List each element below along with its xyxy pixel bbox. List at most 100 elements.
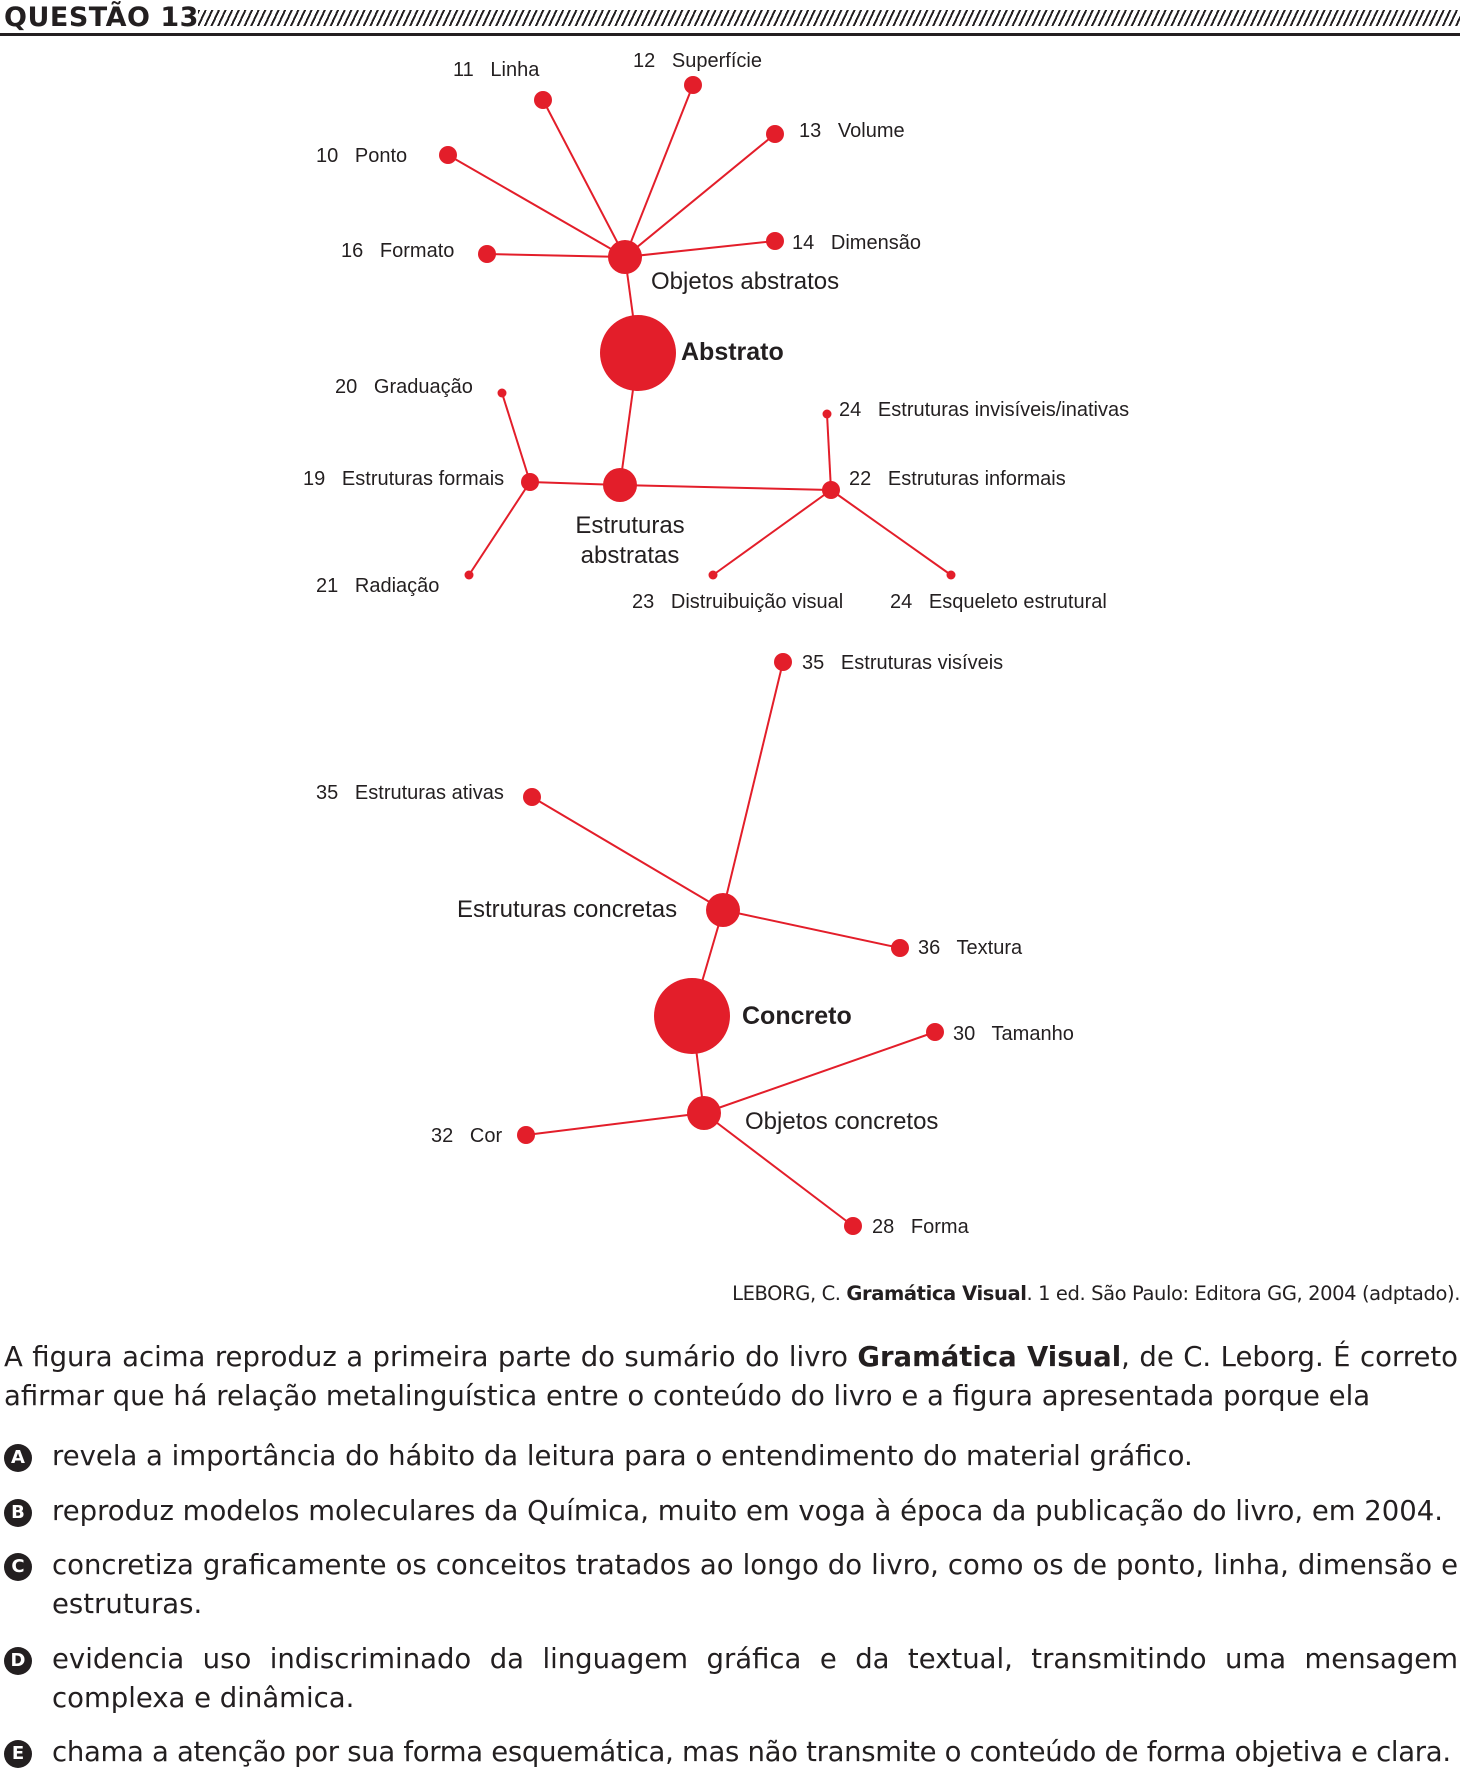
option-e-text: chama a atenção por sua forma esquemátic… — [52, 1736, 1451, 1768]
edge-esqueleto — [830, 489, 952, 576]
diagram-labels: 11 Linha 12 Superfície 10 Ponto 13 Volum… — [303, 50, 1129, 1238]
option-c-letter-badge: C — [4, 1553, 32, 1581]
label-tamanho: 30 Tamanho — [953, 1023, 1074, 1045]
label-dimensao: 14 Dimensão — [792, 232, 921, 254]
label-linha: 11 Linha — [453, 59, 540, 81]
edge-volume — [624, 133, 776, 258]
edge-textura — [722, 909, 901, 949]
node-radiacao — [464, 570, 474, 580]
node-invisiveis — [822, 409, 832, 419]
option-a-letter-badge: A — [4, 1444, 32, 1472]
label-estruturas-concretas: Estruturas concretas — [457, 896, 677, 923]
header-rule — [0, 33, 1460, 36]
option-b-text: reproduz modelos moleculares da Química,… — [52, 1495, 1443, 1527]
node-formato — [478, 245, 496, 263]
node-concreto — [654, 978, 730, 1054]
node-cor — [517, 1126, 535, 1144]
option-b[interactable]: B reproduz modelos moleculares da Químic… — [4, 1492, 1458, 1531]
label-radiacao: 21 Radiação — [316, 575, 439, 597]
source-suffix: . 1 ed. São Paulo: Editora GG, 2004 (adp… — [1026, 1282, 1460, 1305]
node-informais — [822, 481, 840, 499]
label-invisiveis: 24 Estruturas invisíveis/inativas — [839, 399, 1129, 421]
node-distribuicao — [708, 570, 718, 580]
option-d[interactable]: D evidencia uso indiscriminado da lingua… — [4, 1640, 1458, 1718]
concept-map-diagram: 11 Linha 12 Superfície 10 Ponto 13 Volum… — [303, 50, 1129, 1238]
edge-distribuicao — [712, 489, 832, 576]
edge-dimensao — [624, 240, 776, 258]
node-objetos-abstratos — [608, 240, 642, 274]
node-ativas — [523, 788, 541, 806]
label-superficie: 12 Superfície — [633, 50, 762, 72]
node-formais — [521, 473, 539, 491]
edge-tamanho — [703, 1031, 936, 1114]
option-d-text: evidencia uso indiscriminado da linguage… — [52, 1643, 1458, 1714]
node-forma — [844, 1217, 862, 1235]
node-dimensao — [766, 232, 784, 250]
label-ativas: 35 Estruturas ativas — [316, 782, 504, 804]
header-hatch-decoration — [198, 10, 1460, 26]
label-volume: 13 Volume — [799, 120, 905, 142]
edge-visiveis — [722, 661, 784, 911]
edge-ponto — [447, 154, 626, 258]
question-header: QUESTÃO 13 — [0, 0, 1460, 40]
option-c[interactable]: C concretiza graficamente os conceitos t… — [4, 1546, 1458, 1624]
question-stem: A figura acima reproduz a primeira parte… — [4, 1338, 1458, 1416]
edge-superficie — [624, 84, 694, 258]
stem-part1: A figura acima reproduz a primeira parte… — [4, 1341, 858, 1373]
edge-forma — [703, 1112, 854, 1227]
node-textura — [891, 939, 909, 957]
label-abstrato: Abstrato — [681, 338, 784, 366]
edge-ativas — [531, 796, 724, 911]
edge-radiacao — [468, 481, 531, 576]
label-esqueleto: 24 Esqueleto estrutural — [890, 591, 1107, 613]
edge-graduacao — [501, 392, 531, 483]
option-c-text: concretiza graficamente os conceitos tra… — [52, 1549, 1458, 1620]
label-distribuicao: 23 Distruibuição visual — [632, 591, 843, 613]
label-cor: 32 Cor — [431, 1125, 502, 1147]
node-tamanho — [926, 1023, 944, 1041]
label-forma: 28 Forma — [872, 1216, 970, 1238]
label-informais: 22 Estruturas informais — [849, 468, 1066, 490]
stem-part2: , de C. Leborg. É correto afirmar que há… — [4, 1341, 1458, 1412]
diagram-edges — [447, 84, 952, 1227]
label-textura: 36 Textura — [918, 937, 1023, 959]
label-visiveis: 35 Estruturas visíveis — [802, 652, 1003, 674]
option-a[interactable]: A revela a importância do hábito da leit… — [4, 1437, 1458, 1476]
node-estruturas-abstratas — [603, 468, 637, 502]
node-visiveis — [774, 653, 792, 671]
label-formato: 16 Formato — [341, 240, 454, 262]
question-title: QUESTÃO 13 — [4, 2, 199, 33]
source-prefix: LEBORG, C. — [732, 1282, 847, 1305]
edge-informais — [619, 484, 832, 491]
label-ponto: 10 Ponto — [316, 145, 407, 167]
edge-linha — [542, 99, 626, 258]
node-ponto — [439, 146, 457, 164]
stem-book-title: Gramática Visual — [857, 1341, 1122, 1373]
edge-cor — [525, 1112, 705, 1136]
edge-formato — [486, 253, 626, 258]
node-esqueleto — [946, 570, 956, 580]
label-objetos-abstratos: Objetos abstratos — [651, 268, 839, 295]
option-a-text: revela a importância do hábito da leitur… — [52, 1440, 1193, 1472]
figure-source-citation: LEBORG, C. Gramática Visual. 1 ed. São P… — [732, 1282, 1460, 1305]
label-graduacao: 20 Graduação — [335, 376, 473, 398]
label-concreto: Concreto — [742, 1002, 852, 1030]
option-d-letter-badge: D — [4, 1647, 32, 1675]
label-estruturas-abstratas-line2: abstratas — [581, 542, 680, 569]
edge-invisiveis — [826, 413, 832, 491]
node-volume — [766, 125, 784, 143]
node-graduacao — [497, 388, 507, 398]
node-linha — [534, 91, 552, 109]
label-estruturas-abstratas-line1: Estruturas — [575, 512, 684, 539]
option-e-letter-badge: E — [4, 1740, 32, 1768]
node-objetos-concretos — [687, 1096, 721, 1130]
option-e[interactable]: E chama a atenção por sua forma esquemát… — [4, 1733, 1458, 1772]
node-abstrato — [600, 315, 676, 391]
node-superficie — [684, 76, 702, 94]
source-book-title: Gramática Visual — [846, 1282, 1027, 1305]
label-formais: 19 Estruturas formais — [303, 468, 504, 490]
node-estruturas-concretas — [706, 893, 740, 927]
diagram-nodes — [439, 76, 956, 1235]
label-objetos-concretos: Objetos concretos — [745, 1108, 938, 1135]
option-b-letter-badge: B — [4, 1499, 32, 1527]
